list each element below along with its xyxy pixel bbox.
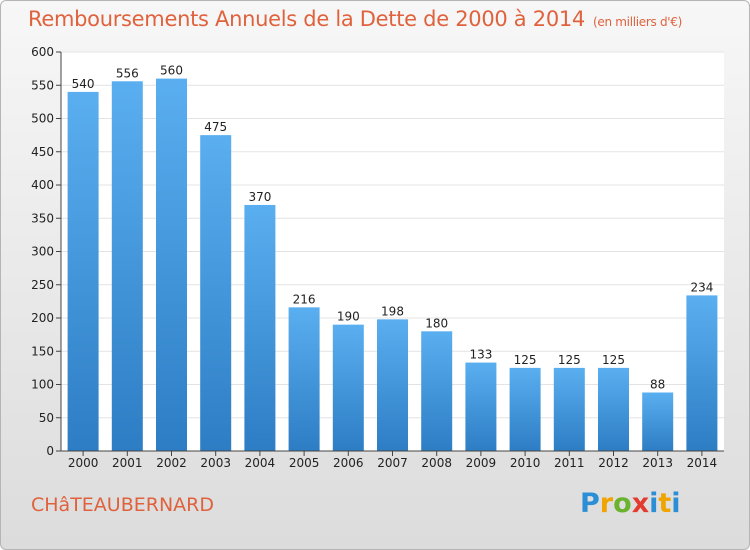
commune-name: CHâTEAUBERNARD: [31, 494, 214, 516]
x-tick-label: 2004: [245, 456, 276, 470]
value-label: 198: [381, 304, 404, 318]
x-tick-label: 2012: [598, 456, 629, 470]
bar: [111, 81, 143, 451]
y-tick-label: 300: [31, 245, 54, 259]
x-tick-label: 2006: [333, 456, 364, 470]
axis-layer: 0 50 100 150 200 250 300 350 400 450 500 550 600: [31, 45, 724, 458]
x-tick-label: 2010: [510, 456, 541, 470]
bar: [200, 135, 232, 451]
value-label: 560: [160, 64, 183, 78]
value-label: 133: [469, 348, 492, 362]
bar: [642, 392, 674, 451]
bar: [465, 362, 497, 451]
value-label: 370: [248, 190, 271, 204]
x-tick-label: 2008: [421, 456, 452, 470]
y-tick-label: 100: [31, 378, 54, 392]
value-label: 125: [514, 353, 537, 367]
value-label: 216: [293, 292, 316, 306]
bar: [421, 331, 453, 451]
bar: [288, 307, 320, 451]
logo-letter: i: [671, 488, 681, 519]
y-tick-label: 250: [31, 278, 54, 292]
value-label: 234: [690, 280, 713, 294]
bar: [377, 319, 408, 451]
value-label: 88: [650, 377, 665, 391]
y-tick-label: 50: [39, 411, 54, 425]
value-label: 125: [558, 353, 581, 367]
logo-letter: o: [613, 488, 632, 519]
logo-letter: x: [631, 488, 650, 519]
x-tick-label: 2002: [156, 456, 187, 470]
bar: [156, 78, 187, 451]
logo-letter: r: [599, 488, 614, 519]
x-tick-label: 2007: [377, 456, 408, 470]
x-tick-label: 2014: [687, 456, 718, 470]
y-tick-label: 150: [31, 344, 54, 358]
x-tick-label: 2005: [289, 456, 320, 470]
chart-title-text: Remboursements Annuels de la Dette de 20…: [28, 7, 585, 31]
bar: [553, 367, 585, 451]
bar: [686, 295, 718, 451]
y-tick-label: 350: [31, 211, 54, 225]
proxiti-logo: Proxiti: [580, 488, 681, 519]
y-tick-label: 450: [31, 145, 54, 159]
x-tick-label: 2011: [554, 456, 585, 470]
chart-unit: (en milliers d'€): [593, 15, 683, 29]
y-tick-label: 0: [46, 444, 54, 458]
y-tick-label: 500: [31, 112, 54, 126]
x-tick-label: 2003: [200, 456, 231, 470]
value-label: 540: [72, 77, 95, 91]
x-tick-label: 2009: [466, 456, 497, 470]
y-tick-label: 400: [31, 178, 54, 192]
value-label: 180: [425, 316, 448, 330]
y-tick-label: 550: [31, 78, 54, 92]
chart-title: Remboursements Annuels de la Dette de 20…: [28, 7, 682, 31]
bar: [332, 324, 364, 451]
logo-letter: P: [580, 488, 600, 519]
logo-letter: t: [658, 488, 672, 519]
logo-letter: i: [649, 488, 659, 519]
labels-layer: 540 2000 556 2001 560 2002 475 2003 370 2004 216 20…: [68, 64, 717, 470]
bar: [244, 204, 276, 451]
bars-layer: [67, 78, 718, 452]
y-tick-label: 200: [31, 311, 54, 325]
y-tick-label: 600: [31, 45, 54, 59]
x-tick-label: 2001: [112, 456, 143, 470]
value-label: 556: [116, 66, 139, 80]
bar: [67, 91, 99, 452]
bar: [509, 367, 541, 451]
value-label: 475: [204, 120, 227, 134]
x-tick-label: 2000: [68, 456, 99, 470]
x-tick-label: 2013: [642, 456, 673, 470]
value-label: 125: [602, 353, 625, 367]
bar: [598, 367, 629, 451]
value-label: 190: [337, 310, 360, 324]
